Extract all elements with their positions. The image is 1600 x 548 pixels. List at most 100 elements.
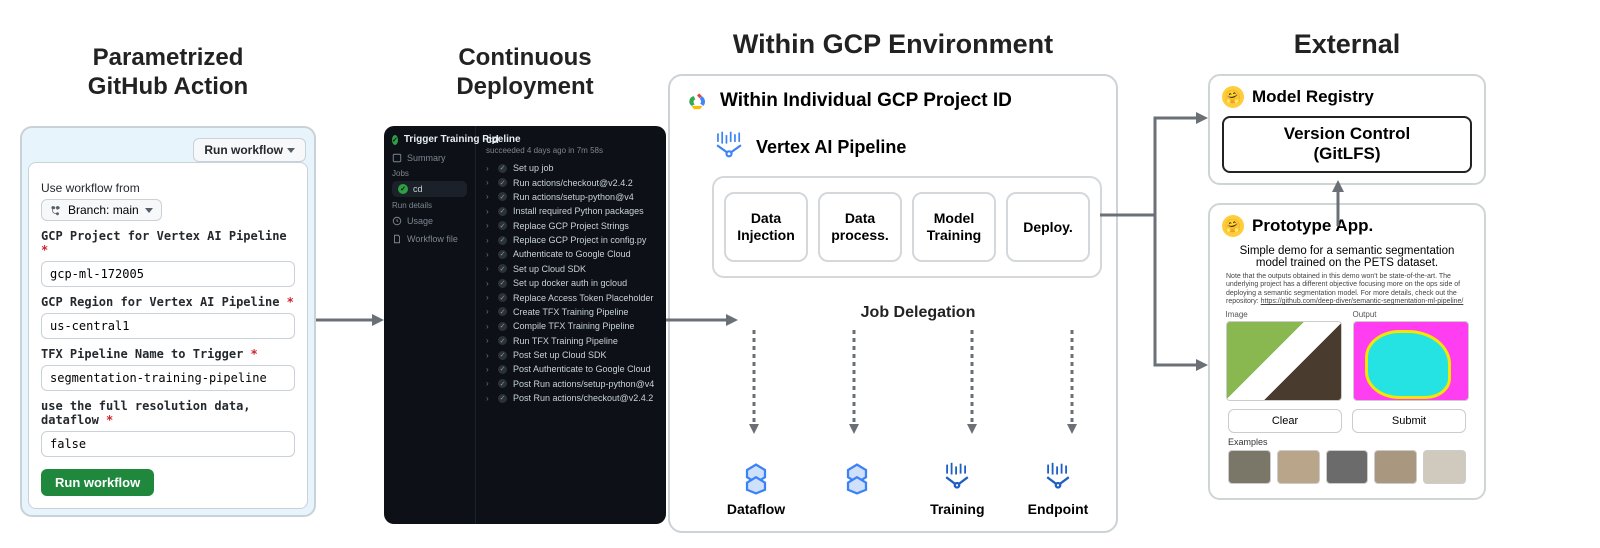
gcp-logo-icon	[684, 88, 710, 114]
pipeline-stage: Model Training	[912, 192, 996, 262]
chevron-down-icon	[287, 148, 295, 153]
example-thumbnails	[1228, 450, 1466, 484]
ci-workflowfile-link[interactable]: Workflow file	[392, 232, 467, 246]
clear-button[interactable]: Clear	[1228, 409, 1342, 433]
job-delegation-label: Job Delegation	[734, 304, 1102, 322]
example-thumbnail[interactable]	[1228, 450, 1271, 484]
file-icon	[392, 234, 402, 244]
ci-step[interactable]: ›✓Post Authenticate to Google Cloud	[486, 362, 656, 376]
use-workflow-from-label: Use workflow from	[41, 181, 295, 195]
field-label: GCP Project for Vertex AI Pipeline *	[41, 229, 295, 257]
chevron-down-icon	[145, 208, 153, 213]
field-input-0[interactable]	[41, 261, 295, 287]
check-icon: ✓	[398, 184, 408, 194]
ci-summary-link[interactable]: Summary	[392, 151, 467, 165]
t2a: Continuous	[458, 44, 591, 71]
submit-button[interactable]: Submit	[1352, 409, 1466, 433]
output-image-caption: Output	[1353, 310, 1469, 319]
ci-rundetails-label: Run details	[392, 201, 467, 210]
example-thumbnail[interactable]	[1423, 450, 1466, 484]
ci-summary-label: Summary	[407, 153, 446, 163]
ci-wf-label: Workflow file	[407, 234, 458, 244]
version-control-box: Version Control (GitLFS)	[1222, 116, 1472, 173]
ci-jobs-label: Jobs	[392, 169, 467, 178]
field-input-2[interactable]	[41, 365, 295, 391]
ci-right-succeeded: succeeded 4 days ago in 7m 58s	[486, 146, 656, 155]
title-gcp: Within GCP Environment	[668, 28, 1118, 60]
example-thumbnail[interactable]	[1374, 450, 1417, 484]
clock-icon	[392, 216, 402, 226]
example-thumbnail[interactable]	[1326, 450, 1369, 484]
title-external: External	[1208, 28, 1486, 60]
ci-usage-link[interactable]: Usage	[392, 214, 467, 228]
input-image-caption: Image	[1226, 310, 1342, 319]
ci-step[interactable]: ›✓Post Set up Cloud SDK	[486, 348, 656, 362]
huggingface-icon: 🤗	[1222, 215, 1244, 237]
run-workflow-label: Run workflow	[204, 143, 283, 157]
delegation-target: Training	[913, 461, 1001, 517]
prototype-repo-link[interactable]: https://github.com/deep-diver/semantic-s…	[1261, 298, 1464, 305]
run-workflow-button[interactable]: Run workflow	[41, 469, 154, 496]
title-cd: Continuous Deployment	[384, 44, 666, 102]
branch-label: Branch: main	[68, 203, 139, 217]
examples-label: Examples	[1228, 437, 1466, 447]
ci-step[interactable]: ›✓Authenticate to Google Cloud	[486, 247, 656, 261]
pipeline-stages: Data InjectionData process.Model Trainin…	[712, 176, 1102, 278]
t1a: Parametrized	[93, 44, 244, 71]
huggingface-icon: 🤗	[1222, 86, 1244, 108]
input-image	[1226, 321, 1342, 401]
example-thumbnail[interactable]	[1277, 450, 1320, 484]
ci-steps-panel: cd succeeded 4 days ago in 7m 58s ›✓Set …	[476, 126, 666, 524]
delegation-target: Dataflow	[712, 461, 800, 517]
pipeline-stage: Deploy.	[1006, 192, 1090, 262]
ci-job-selected[interactable]: ✓ cd	[392, 181, 467, 197]
ci-step[interactable]: ›✓Replace GCP Project Strings	[486, 219, 656, 233]
delegation-targets: DataflowTrainingEndpoint	[712, 461, 1102, 517]
run-workflow-dropdown[interactable]: Run workflow	[193, 138, 306, 162]
field-label: GCP Region for Vertex AI Pipeline *	[41, 295, 295, 309]
ci-jobname: cd	[413, 184, 423, 194]
arrow-proto-to-registry	[1328, 180, 1348, 226]
github-form: Use workflow from Branch: main GCP Proje…	[28, 162, 308, 509]
input-image-box: Image	[1226, 310, 1342, 401]
pipeline-stage: Data Injection	[724, 192, 808, 262]
ci-step[interactable]: ›✓Post Run actions/checkout@v2.4.2	[486, 391, 656, 405]
title-github: Parametrized GitHub Action	[20, 44, 316, 102]
output-image	[1353, 321, 1469, 401]
ci-panel: ✓ Trigger Training Pipeline Summary Jobs…	[384, 126, 666, 524]
ci-step[interactable]: ›✓Create TFX Training Pipeline	[486, 305, 656, 319]
vc-l2: (GitLFS)	[1313, 144, 1380, 163]
ci-step[interactable]: ›✓Replace Access Token Placeholder	[486, 290, 656, 304]
field-input-1[interactable]	[41, 313, 295, 339]
prototype-title: Prototype App.	[1252, 216, 1373, 236]
external-column: 🤗 Model Registry Version Control (GitLFS…	[1208, 74, 1486, 518]
arrow-gh-to-cd	[316, 310, 384, 330]
ci-step[interactable]: ›✓Set up job	[486, 161, 656, 175]
ci-step[interactable]: ›✓Set up Cloud SDK	[486, 262, 656, 276]
ci-step[interactable]: ›✓Run TFX Training Pipeline	[486, 334, 656, 348]
ci-step[interactable]: ›✓Run actions/checkout@v2.4.2	[486, 175, 656, 189]
vertex-header-text: Vertex AI Pipeline	[756, 137, 906, 158]
ci-right-jobname: cd	[486, 134, 656, 146]
check-icon: ✓	[392, 135, 398, 145]
ci-sidebar: ✓ Trigger Training Pipeline Summary Jobs…	[384, 126, 476, 524]
ci-step[interactable]: ›✓Replace GCP Project in config.py	[486, 233, 656, 247]
ci-step[interactable]: ›✓Install required Python packages	[486, 204, 656, 218]
branch-selector[interactable]: Branch: main	[41, 199, 162, 221]
arrow-deploy-to-external	[1100, 100, 1220, 420]
vertex-ai-icon	[712, 130, 746, 164]
branch-icon	[50, 204, 62, 216]
pipeline-stage: Data process.	[818, 192, 902, 262]
field-label: use the full resolution data, dataflow *	[41, 399, 295, 427]
prototype-app-card: 🤗 Prototype App. Simple demo for a seman…	[1208, 203, 1486, 501]
ci-step[interactable]: ›✓Run actions/setup-python@v4	[486, 190, 656, 204]
ci-usage-label: Usage	[407, 216, 433, 226]
prototype-description: Simple demo for a semantic segmentation …	[1226, 245, 1468, 269]
t1b: GitHub Action	[88, 73, 248, 100]
ci-step[interactable]: ›✓Post Run actions/setup-python@v4	[486, 377, 656, 391]
ci-step[interactable]: ›✓Set up docker auth in gcloud	[486, 276, 656, 290]
model-registry-card: 🤗 Model Registry Version Control (GitLFS…	[1208, 74, 1486, 185]
summary-icon	[392, 153, 402, 163]
ci-step[interactable]: ›✓Compile TFX Training Pipeline	[486, 319, 656, 333]
field-input-3[interactable]	[41, 431, 295, 457]
